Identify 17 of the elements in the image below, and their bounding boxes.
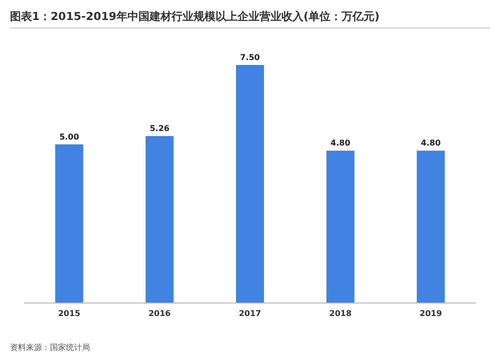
- data-label: 5.26: [150, 124, 170, 134]
- bar: [326, 150, 354, 303]
- bar: [416, 150, 445, 303]
- data-label: 7.50: [240, 53, 260, 62]
- data-label: 5.00: [59, 132, 80, 142]
- bar: [55, 144, 84, 303]
- x-tick-label: 2017: [238, 309, 262, 318]
- x-tick-label: 2019: [420, 309, 442, 318]
- chart-title: 图表1：2015-2019年中国建材行业规模以上企业营业收入(单位：万亿元): [10, 10, 380, 23]
- x-tick-label: 2015: [58, 309, 81, 318]
- bar: [146, 136, 174, 303]
- x-tick-label: 2016: [148, 309, 172, 318]
- text: 资料来源：国家统计局: [10, 343, 90, 352]
- bar: [236, 65, 264, 303]
- x-tick-label: 2018: [329, 309, 352, 318]
- data-label: 4.80: [330, 138, 351, 148]
- data-label: 4.80: [420, 138, 442, 148]
